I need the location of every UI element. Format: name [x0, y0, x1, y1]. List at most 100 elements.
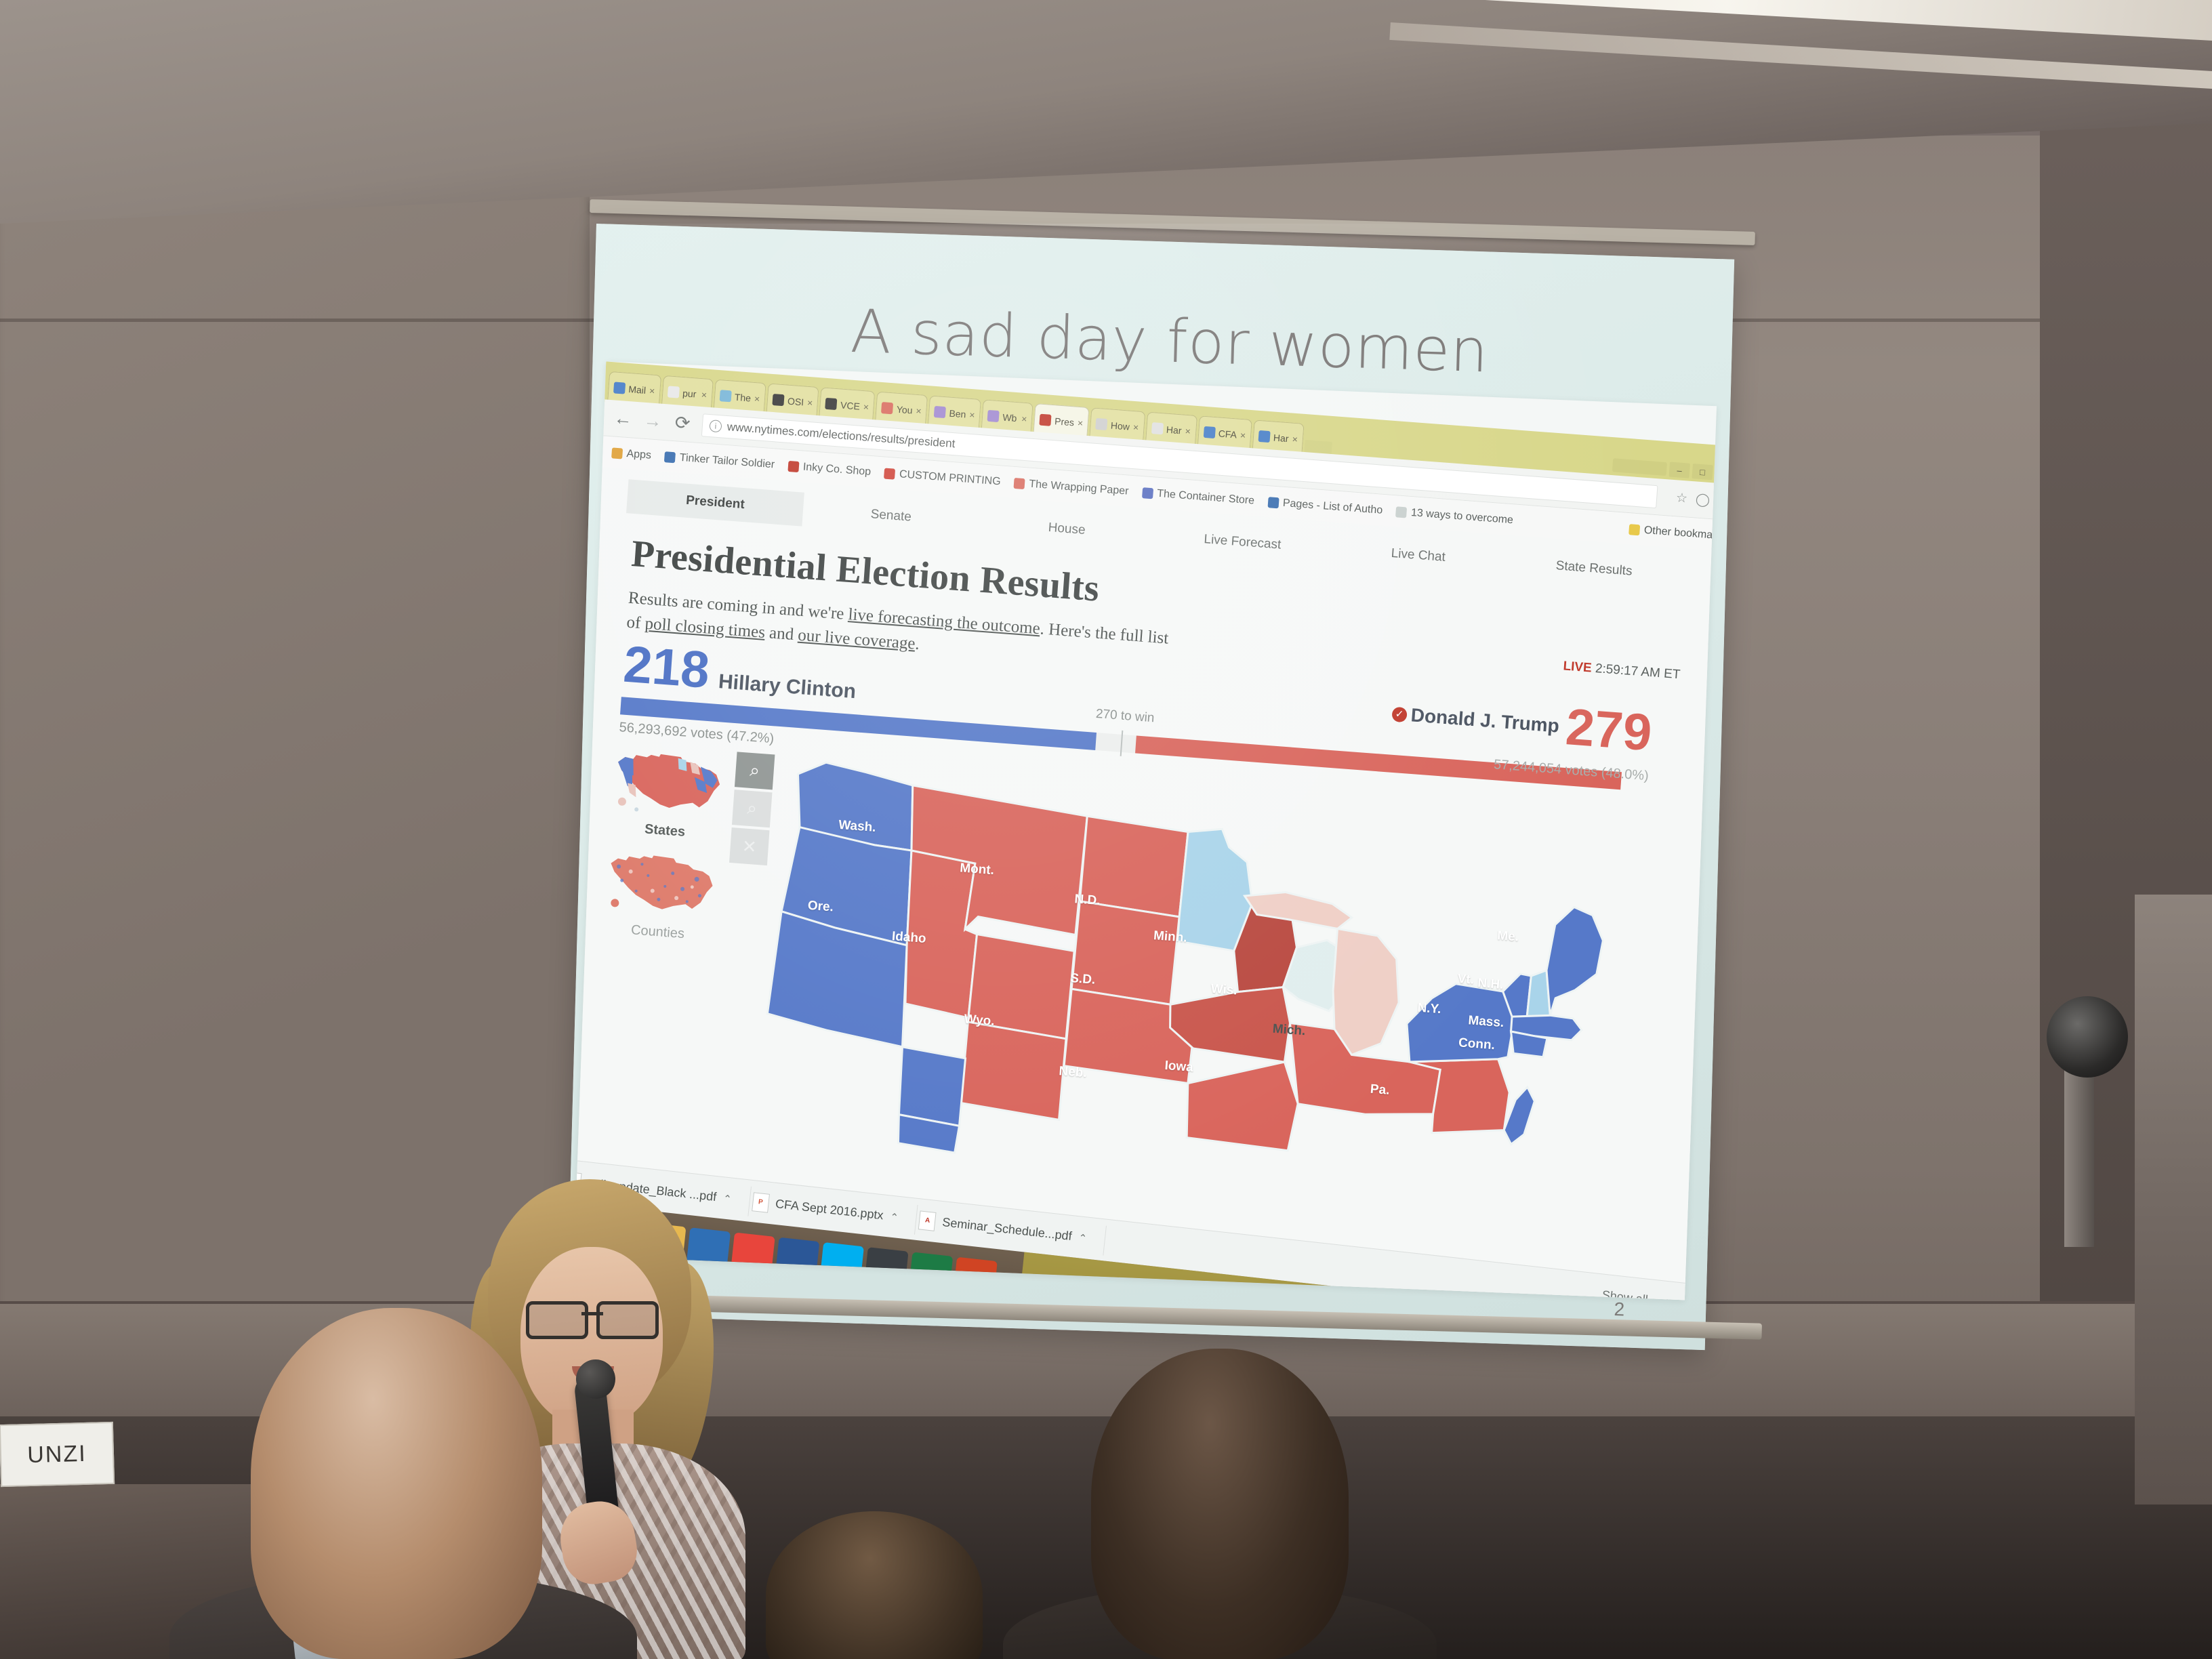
state-label-mass: Mass.: [1467, 1013, 1504, 1031]
clinton-electoral-votes: 218: [621, 635, 712, 699]
download-filename: CFA Sept 2016.pptx: [775, 1196, 884, 1223]
bookmark-item-0[interactable]: Apps: [611, 447, 652, 462]
live-badge: LIVE: [1562, 659, 1593, 676]
tab-close-icon[interactable]: ×: [1185, 425, 1191, 436]
counties-thumbnail[interactable]: [605, 848, 718, 926]
tab-label: pur: [682, 387, 697, 399]
tab-label: The: [734, 391, 752, 404]
tab-favicon-icon: [1203, 426, 1216, 439]
bookmark-item-2[interactable]: Inky Co. Shop: [787, 459, 872, 478]
state-label-idaho: Idaho: [891, 929, 927, 946]
tab-close-icon[interactable]: ×: [1132, 421, 1139, 433]
bookmark-label: Apps: [626, 447, 652, 462]
tab-close-icon[interactable]: ×: [701, 388, 708, 401]
back-icon[interactable]: ←: [613, 407, 633, 430]
subtitle-text-b: . Here's the full list: [1039, 619, 1170, 648]
map-zoom-in-icon[interactable]: ⌕: [731, 790, 773, 828]
download-menu-caret-icon[interactable]: ⌃: [1078, 1231, 1088, 1245]
nyt-nav-live-forecast[interactable]: Live Forecast: [1203, 532, 1282, 552]
states-thumbnail-map-icon: [617, 754, 720, 812]
tab-label: Mail: [628, 383, 647, 396]
tab-label: Pres: [1054, 415, 1075, 428]
tab-favicon-icon: [825, 397, 838, 411]
bookmark-favicon-icon: [1141, 487, 1153, 499]
state-label-minn: Minn.: [1153, 928, 1188, 945]
nyt-nav-senate[interactable]: Senate: [870, 507, 912, 525]
show-all-downloads-button[interactable]: Show all: [1601, 1288, 1649, 1300]
bookmark-item-5[interactable]: The Container Store: [1141, 487, 1255, 507]
tab-close-icon[interactable]: ×: [1240, 429, 1246, 441]
forward-icon[interactable]: →: [642, 409, 663, 432]
projector-screen: A sad day for women 2 Mail × pur × The × OSI × V…: [567, 199, 1763, 1351]
tab-close-icon[interactable]: ×: [1021, 413, 1027, 424]
bookmark-item-3[interactable]: CUSTOM PRINTING: [884, 467, 1001, 488]
nyt-nav-state-results[interactable]: State Results: [1555, 558, 1633, 579]
tab-favicon-icon: [1258, 430, 1271, 443]
map-view-thumbnails: States: [603, 747, 724, 944]
us-map-svg: [766, 761, 1604, 1154]
close-window-button[interactable]: ×: [1715, 465, 1717, 482]
nyt-nav-president[interactable]: President: [626, 479, 804, 527]
folder-icon: [1629, 523, 1641, 535]
bookmark-item-7[interactable]: 13 ways to overcome: [1395, 506, 1513, 527]
tab-close-icon[interactable]: ×: [915, 405, 922, 416]
trump-score-row: ✓ Donald J. Trump279: [1390, 684, 1654, 763]
subtitle-text-c: of: [626, 613, 646, 633]
state-label-iowa: Iowa: [1164, 1058, 1194, 1075]
tab-close-icon[interactable]: ×: [806, 396, 813, 408]
bookmark-item-1[interactable]: Tinker Tailor Soldier: [664, 451, 775, 471]
live-timestamp: LIVE 2:59:17 AM ET: [1563, 659, 1681, 682]
bookmark-label: CUSTOM PRINTING: [899, 468, 1002, 487]
state-label-conn: Conn.: [1458, 1036, 1496, 1053]
reload-icon[interactable]: ⟳: [674, 412, 691, 434]
minimize-button[interactable]: –: [1668, 462, 1690, 478]
state-label-wyo: Wyo.: [963, 1012, 996, 1029]
site-info-icon[interactable]: i: [709, 419, 722, 432]
calculator-icon[interactable]: [863, 1247, 909, 1292]
powerpoint-icon[interactable]: [952, 1256, 998, 1300]
bookmark-favicon-icon: [664, 451, 676, 463]
nyt-nav-house[interactable]: House: [1047, 520, 1086, 537]
tab-close-icon[interactable]: ×: [754, 392, 760, 405]
camera-mount: [2064, 1057, 2094, 1247]
tab-close-icon[interactable]: ×: [863, 401, 869, 413]
map-zoom-reset-icon[interactable]: ✕: [729, 827, 770, 866]
nyt-nav-live-chat[interactable]: Live Chat: [1390, 546, 1446, 565]
bookmark-label: Pages - List of Autho: [1282, 497, 1383, 516]
live-coverage-link[interactable]: our live coverage: [797, 626, 916, 653]
bookmark-label: Tinker Tailor Soldier: [679, 451, 775, 470]
tab-close-icon[interactable]: ×: [1077, 417, 1084, 428]
toolbar-right-icons: ☆ ◯ ⋮: [1675, 490, 1717, 510]
address-bar-url: www.nytimes.com/elections/results/presid…: [726, 419, 956, 450]
tab-label: Har: [1273, 432, 1290, 444]
tab-favicon-icon: [1039, 413, 1052, 426]
tab-label: How: [1110, 419, 1130, 432]
map-search-icon[interactable]: ⌕: [734, 752, 775, 790]
bookmark-favicon-icon: [1013, 477, 1026, 489]
bookmark-star-icon[interactable]: ☆: [1675, 491, 1688, 506]
tab-label: VCE: [840, 399, 861, 412]
bookmark-item-6[interactable]: Pages - List of Autho: [1267, 496, 1383, 517]
excel-icon[interactable]: [908, 1252, 954, 1297]
maximize-button[interactable]: □: [1692, 464, 1713, 480]
live-time-text: 2:59:17 AM ET: [1595, 661, 1681, 682]
subtitle-text-e: .: [914, 634, 920, 653]
skype-icon[interactable]: [819, 1242, 864, 1288]
other-bookmarks-folder[interactable]: Other bookmarks: [1629, 523, 1717, 543]
bookmark-item-4[interactable]: The Wrapping Paper: [1013, 476, 1129, 497]
us-electoral-map[interactable]: Wash. Ore. Mont. Idaho Wyo. N.D. S.D. Neb. Minn.…: [749, 745, 1672, 1245]
states-thumbnail[interactable]: [611, 747, 724, 825]
profile-icon[interactable]: ◯: [1695, 492, 1711, 508]
download-filename: Seminar_Schedule...pdf: [941, 1215, 1073, 1244]
download-menu-caret-icon[interactable]: ⌃: [889, 1211, 899, 1224]
tab-close-icon[interactable]: ×: [968, 409, 976, 420]
tab-close-icon[interactable]: ×: [1292, 433, 1298, 445]
counties-thumbnail-map-icon: [611, 855, 713, 909]
slide-number: 2: [1614, 1298, 1625, 1320]
audience-member-3-head: [766, 1511, 983, 1659]
extension-chip-icon[interactable]: [1612, 458, 1667, 476]
poll-closing-times-link[interactable]: poll closing times: [644, 614, 766, 642]
close-downloads-bar-icon[interactable]: ×: [1664, 1295, 1673, 1300]
tab-close-icon[interactable]: ×: [649, 384, 655, 396]
